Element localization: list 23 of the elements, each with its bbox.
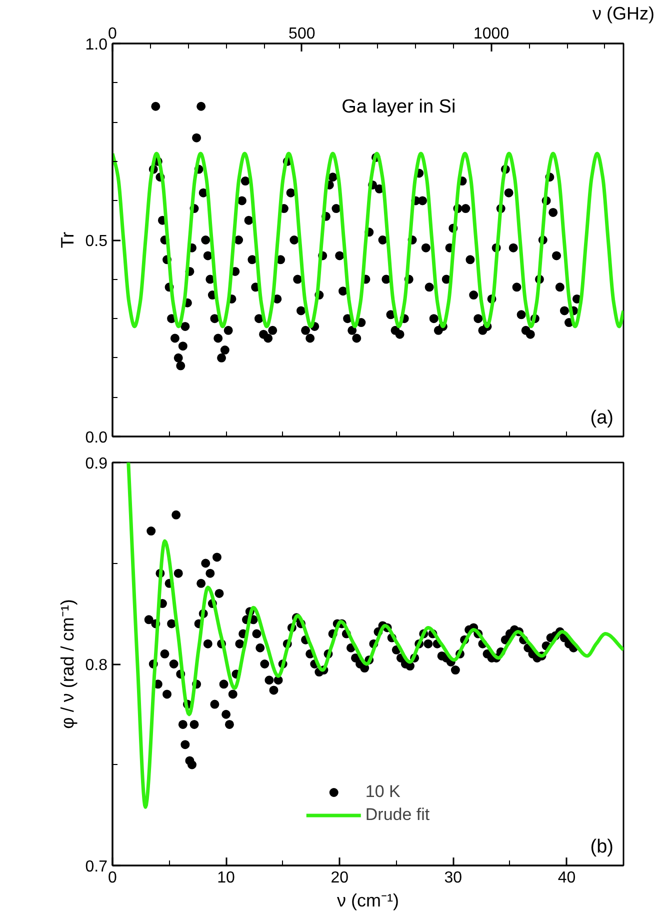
y-tick-label: 0.9	[85, 456, 108, 472]
annotation: (b)	[590, 836, 614, 858]
y-axis-title: Tr	[57, 232, 78, 248]
y-tick-label: 0.8	[85, 657, 108, 674]
y-tick-label: 0.5	[85, 233, 108, 250]
x2-axis-title: ν (GHz)	[592, 4, 655, 24]
x-axis-title: ν (cm⁻¹)	[337, 890, 399, 910]
x2-tick-label: 0	[108, 26, 118, 42]
y-tick-label: 1.0	[85, 36, 108, 54]
annotation: Ga layer in Si	[342, 96, 456, 118]
x-tick-label: 10	[217, 870, 236, 886]
x-tick-label: 30	[444, 870, 462, 886]
annotation: (a)	[590, 408, 614, 428]
x2-tick-label: 500	[288, 26, 316, 42]
x-tick-label: 0	[108, 870, 118, 886]
legend-label: Drude fit	[365, 805, 430, 825]
x2-tick-label: 1000	[474, 26, 510, 42]
y-axis-title: φ / ν (rad / cm⁻¹)	[57, 599, 78, 729]
x-tick-label: 20	[330, 870, 349, 886]
x-tick-label: 40	[558, 870, 576, 886]
y-tick-label: 0.0	[85, 430, 108, 446]
y-tick-label: 0.7	[85, 858, 108, 876]
legend-label: 10 K	[365, 782, 400, 802]
